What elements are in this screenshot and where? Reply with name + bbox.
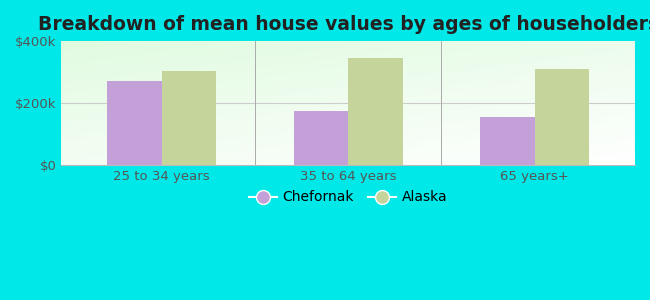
Bar bbox=[534, 69, 589, 165]
Bar bbox=[480, 117, 534, 165]
Bar bbox=[294, 111, 348, 165]
Title: Breakdown of mean house values by ages of householders: Breakdown of mean house values by ages o… bbox=[38, 15, 650, 34]
Bar bbox=[107, 81, 162, 165]
Bar bbox=[348, 58, 403, 165]
Bar bbox=[162, 70, 216, 165]
Legend: Chefornak, Alaska: Chefornak, Alaska bbox=[244, 185, 452, 210]
